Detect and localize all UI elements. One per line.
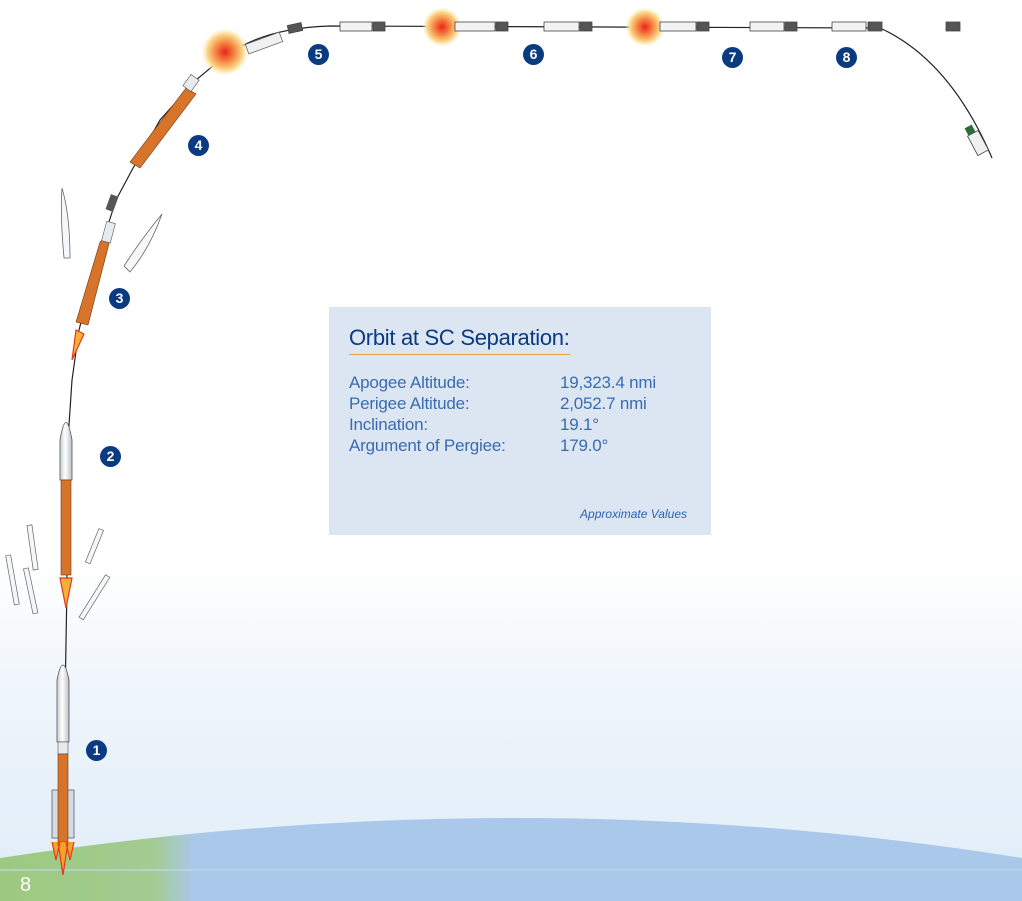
orbit-row-label: Perigee Altitude:	[349, 394, 470, 413]
approximate-values-note: Approximate Values	[580, 507, 687, 521]
rocket-stage-1	[51, 664, 75, 876]
orbit-info-panel: Orbit at SC Separation: Apogee Altitude:…	[329, 307, 711, 535]
orbit-row-label: Inclination:	[349, 415, 428, 434]
earth-horizon	[0, 818, 1022, 901]
upper-stage-segments	[286, 7, 961, 47]
orbit-row-inclination: Inclination: 19.1°	[349, 415, 699, 435]
orbit-row-value: 2,052.7 nmi	[560, 394, 647, 413]
page-number: 8	[20, 874, 32, 896]
orbit-row-value: 179.0°	[560, 436, 609, 455]
rocket-stage-2	[5, 422, 111, 621]
rocket-stage-3	[60, 187, 163, 361]
stage-marker-3: 3	[109, 288, 130, 309]
spacecraft-separated	[964, 124, 990, 157]
stage-marker-4: 4	[188, 135, 209, 156]
orbit-row-value: 19,323.4 nmi	[560, 373, 656, 392]
orbit-panel-title: Orbit at SC Separation:	[349, 325, 570, 355]
stage-marker-2: 2	[100, 446, 121, 467]
stage-marker-6: 6	[523, 44, 544, 65]
rocket-stage-4	[129, 28, 284, 169]
stage-marker-8: 8	[836, 47, 857, 68]
orbit-row-apogee: Apogee Altitude: 19,323.4 nmi	[349, 373, 699, 393]
stage-marker-1: 1	[86, 740, 107, 761]
stage-marker-7: 7	[722, 47, 743, 68]
stage-marker-5: 5	[308, 44, 329, 65]
orbit-row-perigee: Perigee Altitude: 2,052.7 nmi	[349, 394, 699, 414]
orbit-row-label: Apogee Altitude:	[349, 373, 470, 392]
orbit-row-argument: Argument of Pergiee: 179.0°	[349, 436, 699, 456]
orbit-row-label: Argument of Pergiee:	[349, 436, 506, 455]
orbit-row-value: 19.1°	[560, 415, 599, 434]
